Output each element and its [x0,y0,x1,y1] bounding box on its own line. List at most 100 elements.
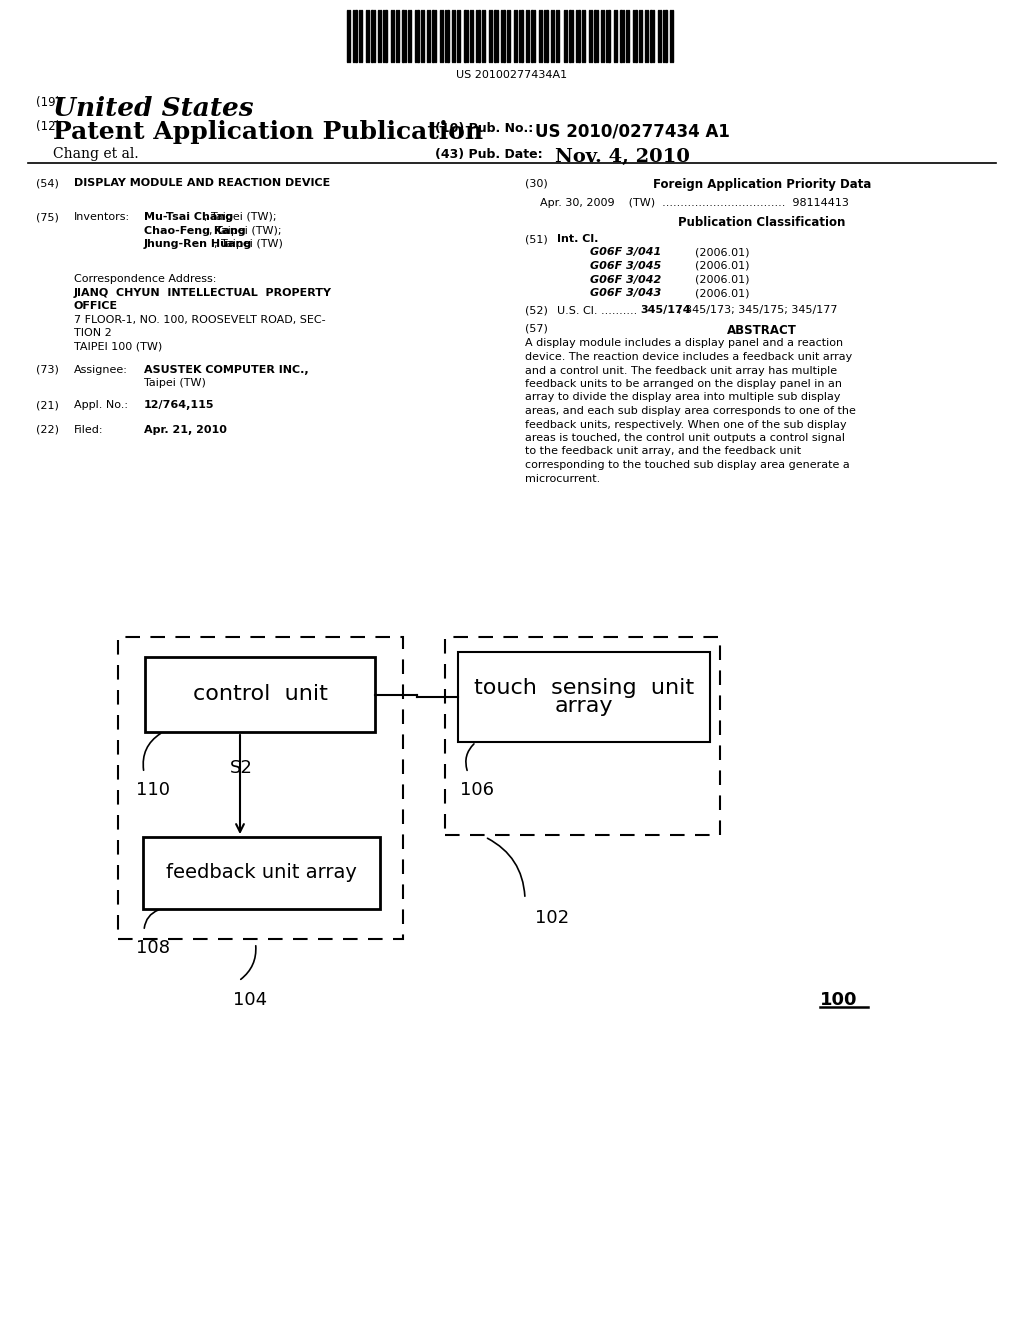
Text: areas, and each sub display area corresponds to one of the: areas, and each sub display area corresp… [525,407,856,416]
Text: TION 2: TION 2 [74,327,112,338]
Text: control  unit: control unit [193,685,328,705]
Text: feedback units to be arranged on the display panel in an: feedback units to be arranged on the dis… [525,379,842,389]
Bar [447,11,449,62]
Bar [464,11,466,62]
Bar [531,11,534,62]
Text: JIANQ  CHYUN  INTELLECTUAL  PROPERTY: JIANQ CHYUN INTELLECTUAL PROPERTY [74,288,332,297]
Text: Chao-Feng Kang: Chao-Feng Kang [144,226,246,235]
Text: Correspondence Address:: Correspondence Address: [74,275,216,284]
Bar [445,638,720,836]
Text: (22): (22) [36,425,59,436]
Bar [385,11,387,62]
Text: 110: 110 [136,781,170,799]
Bar [546,11,548,62]
Bar [521,11,523,62]
Text: (2006.01): (2006.01) [695,275,750,285]
Text: 12/764,115: 12/764,115 [144,400,214,411]
Text: Apr. 30, 2009    (TW)  ..................................  98114413: Apr. 30, 2009 (TW) .....................… [540,198,849,209]
Text: (21): (21) [36,400,58,411]
Bar [569,11,571,62]
Text: OFFICE: OFFICE [74,301,118,312]
Text: (19): (19) [36,96,60,110]
Text: US 2010/0277434 A1: US 2010/0277434 A1 [535,121,730,140]
Text: 102: 102 [535,909,569,927]
Text: 7 FLOOR-1, NO. 100, ROOSEVELT ROAD, SEC-: 7 FLOOR-1, NO. 100, ROOSEVELT ROAD, SEC- [74,314,326,325]
Text: (52): (52) [525,305,548,315]
Text: (12): (12) [36,120,60,133]
Text: S2: S2 [230,759,253,777]
Text: (51): (51) [525,234,548,244]
Text: G06F 3/042: G06F 3/042 [590,275,662,285]
Text: ASUSTEK COMPUTER INC.,: ASUSTEK COMPUTER INC., [144,366,308,375]
Bar [594,11,596,62]
Text: device. The reaction device includes a feedback unit array: device. The reaction device includes a f… [525,352,852,362]
Text: 104: 104 [233,991,267,1008]
Text: feedback units, respectively. When one of the sub display: feedback units, respectively. When one o… [525,420,847,429]
Text: Appl. No.:: Appl. No.: [74,400,128,411]
Bar [478,11,480,62]
Text: feedback unit array: feedback unit array [166,863,357,883]
Text: G06F 3/045: G06F 3/045 [590,261,662,271]
Bar [355,11,357,62]
Text: G06F 3/043: G06F 3/043 [590,288,662,298]
Bar [650,11,652,62]
Text: United States: United States [53,96,254,121]
Text: (57): (57) [525,323,548,334]
Bar [371,11,373,62]
Bar [143,837,380,909]
Text: array: array [555,696,613,715]
Bar [578,11,580,62]
Bar [118,638,403,939]
Text: microcurrent.: microcurrent. [525,474,600,483]
Text: U.S. Cl. ..........: U.S. Cl. .......... [557,305,641,315]
Text: Apr. 21, 2010: Apr. 21, 2010 [144,425,227,436]
Text: corresponding to the touched sub display area generate a: corresponding to the touched sub display… [525,459,850,470]
Bar [665,11,667,62]
Text: G06F 3/041: G06F 3/041 [590,248,662,257]
Text: 108: 108 [136,939,170,957]
Text: A display module includes a display panel and a reaction: A display module includes a display pane… [525,338,843,348]
Text: touch  sensing  unit: touch sensing unit [474,678,694,698]
Text: Filed:: Filed: [74,425,103,436]
Text: ABSTRACT: ABSTRACT [727,323,797,337]
Text: (2006.01): (2006.01) [695,288,750,298]
Bar [402,11,404,62]
Text: , Taipei (TW);: , Taipei (TW); [205,213,276,222]
Text: Publication Classification: Publication Classification [678,216,846,228]
Bar [620,11,622,62]
Text: Foreign Application Priority Data: Foreign Application Priority Data [653,178,871,191]
Text: Assignee:: Assignee: [74,366,128,375]
Text: US 20100277434A1: US 20100277434A1 [457,70,567,81]
Text: (75): (75) [36,213,58,222]
Text: Chang et al.: Chang et al. [53,147,138,161]
Text: (43) Pub. Date:: (43) Pub. Date: [435,148,543,161]
Text: Patent Application Publication: Patent Application Publication [53,120,483,144]
Text: and a control unit. The feedback unit array has multiple: and a control unit. The feedback unit ar… [525,366,838,375]
Text: 106: 106 [460,781,494,799]
Text: to the feedback unit array, and the feedback unit: to the feedback unit array, and the feed… [525,446,801,457]
Text: , Taipei (TW);: , Taipei (TW); [209,226,282,235]
Text: (10) Pub. No.:: (10) Pub. No.: [435,121,534,135]
Text: TAIPEI 100 (TW): TAIPEI 100 (TW) [74,342,162,351]
Bar [503,11,505,62]
Bar [145,657,375,733]
Text: Nov. 4, 2010: Nov. 4, 2010 [555,148,690,166]
Text: array to divide the display area into multiple sub display: array to divide the display area into mu… [525,392,841,403]
Bar [458,652,710,742]
Text: Int. Cl.: Int. Cl. [557,234,598,244]
Text: 100: 100 [820,991,857,1008]
Text: Taipei (TW): Taipei (TW) [144,379,206,388]
Bar [635,11,637,62]
Text: (73): (73) [36,366,58,375]
Text: (30): (30) [525,178,548,187]
Text: (2006.01): (2006.01) [695,248,750,257]
Text: , Taipei (TW): , Taipei (TW) [214,239,283,249]
Text: (2006.01): (2006.01) [695,261,750,271]
Text: ; 345/173; 345/175; 345/177: ; 345/173; 345/175; 345/177 [678,305,838,315]
Text: (54): (54) [36,178,58,187]
Text: Mu-Tsai Chang: Mu-Tsai Chang [144,213,233,222]
Bar [432,11,434,62]
Text: Jhung-Ren Huang: Jhung-Ren Huang [144,239,252,249]
Text: DISPLAY MODULE AND REACTION DEVICE: DISPLAY MODULE AND REACTION DEVICE [74,178,331,187]
Bar [608,11,610,62]
